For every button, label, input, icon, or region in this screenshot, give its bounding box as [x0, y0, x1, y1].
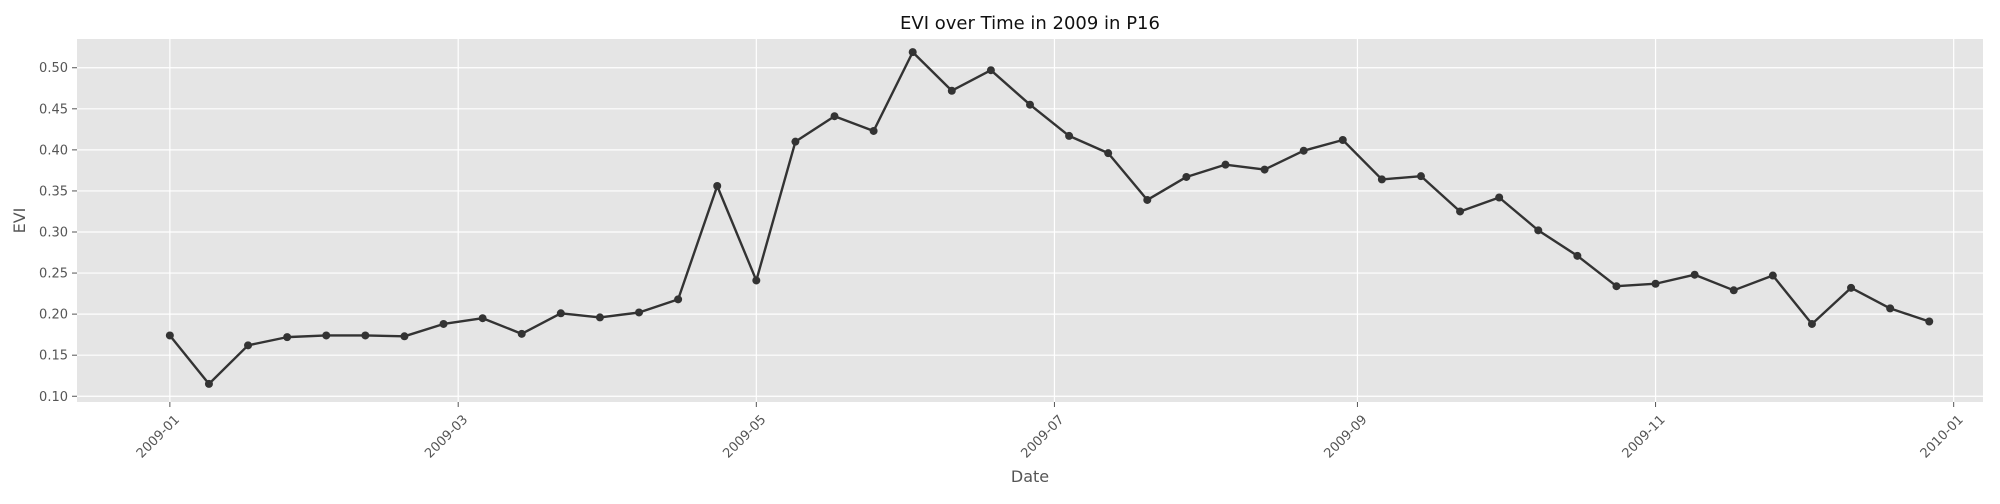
- data-point: [986, 66, 995, 75]
- series-layer: [165, 48, 1934, 388]
- data-point: [517, 329, 526, 338]
- x-tick-label: 2009-01: [134, 412, 183, 461]
- data-point: [1690, 270, 1699, 279]
- x-axis-label: Date: [1011, 467, 1049, 486]
- y-tick-label: 0.30: [39, 225, 68, 240]
- y-tick-label: 0.15: [39, 349, 68, 364]
- data-point: [1729, 286, 1738, 295]
- y-tick-label: 0.10: [39, 390, 68, 405]
- data-point: [439, 319, 448, 328]
- data-point: [1377, 175, 1386, 184]
- data-point: [752, 276, 761, 285]
- x-tick-label: 2009-05: [720, 412, 769, 461]
- x-tick-label: 2010-01: [1918, 412, 1967, 461]
- data-point: [908, 48, 917, 57]
- data-point: [1416, 172, 1425, 181]
- data-point: [556, 309, 565, 318]
- data-point: [1534, 226, 1543, 235]
- data-point: [713, 182, 722, 191]
- y-tick-label: 0.45: [39, 102, 68, 117]
- series-line: [168, 50, 1930, 386]
- data-point: [1260, 165, 1269, 174]
- data-point: [1221, 160, 1230, 169]
- y-tick-label: 0.25: [39, 267, 68, 282]
- data-point: [165, 331, 174, 340]
- data-point: [830, 112, 839, 121]
- data-point: [1847, 283, 1856, 292]
- data-point: [1143, 195, 1152, 204]
- x-tick-label: 2009-09: [1321, 412, 1370, 461]
- y-tick-label: 0.40: [39, 143, 68, 158]
- grid-lines: [77, 39, 1983, 402]
- data-point: [791, 137, 800, 146]
- data-point: [1456, 207, 1465, 216]
- data-point: [1338, 136, 1347, 145]
- y-tick-label: 0.50: [39, 61, 68, 76]
- data-point: [322, 331, 331, 340]
- x-tick-label: 2009-11: [1620, 412, 1669, 461]
- x-tick-label: 2009-03: [422, 412, 471, 461]
- chart-title: EVI over Time in 2009 in P16: [900, 13, 1160, 34]
- data-point: [1182, 172, 1191, 181]
- y-tick-label: 0.20: [39, 308, 68, 323]
- data-point: [1065, 131, 1074, 140]
- data-point: [947, 86, 956, 95]
- data-point: [204, 379, 213, 388]
- x-tick-label: 2009-07: [1018, 412, 1067, 461]
- data-point: [869, 126, 878, 135]
- data-point: [1925, 317, 1934, 326]
- data-point: [283, 333, 292, 342]
- data-point: [400, 332, 409, 341]
- data-point: [1495, 193, 1504, 202]
- plot-background: [77, 39, 1983, 402]
- data-point: [1573, 251, 1582, 260]
- data-point: [674, 295, 683, 304]
- data-point: [1104, 149, 1113, 158]
- y-tick-label: 0.35: [39, 184, 68, 199]
- data-point: [244, 341, 253, 350]
- data-point: [478, 314, 487, 323]
- y-axis-label: EVI: [10, 208, 29, 234]
- data-point: [1026, 100, 1034, 109]
- data-point: [1651, 279, 1660, 288]
- data-point: [361, 331, 370, 340]
- data-point: [1612, 282, 1621, 291]
- data-point: [1886, 304, 1895, 313]
- data-point: [635, 308, 644, 317]
- data-point: [1299, 146, 1308, 155]
- data-point: [595, 313, 604, 322]
- data-point: [1768, 271, 1777, 280]
- data-point: [1807, 319, 1816, 328]
